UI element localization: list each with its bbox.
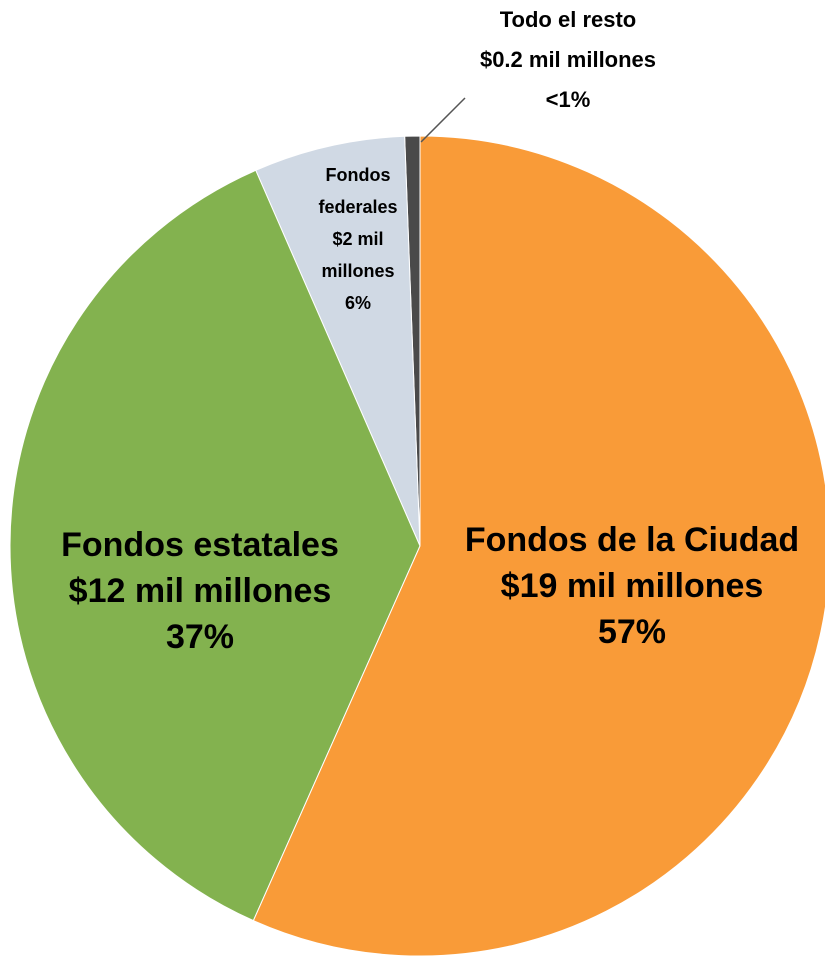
amount-label: $12 mil millones	[68, 572, 332, 610]
slice-label: Todo el resto $0.2 mil millones <1%	[408, 0, 728, 120]
slice-label: Fondos de la Ciudad $19 mil millones 57%	[422, 517, 825, 655]
value-label: 57%	[597, 613, 667, 651]
value-label: 37%	[165, 618, 235, 656]
category-label: Todo el resto	[499, 7, 637, 32]
pie-slice	[252, 135, 825, 956]
amount-label: $19 mil millones	[500, 567, 764, 605]
category-label: Fondos estatales	[61, 526, 339, 564]
category-label: Fondos federales	[318, 165, 398, 217]
pie-slice	[9, 169, 421, 922]
amount-label: $2 mil millones	[321, 229, 395, 281]
slice-label: Fondos estatales $12 mil millones 37%	[0, 522, 400, 660]
pie-slice	[255, 135, 421, 547]
slice-label: Fondos federales $2 mil millones 6%	[302, 159, 414, 319]
category-label: Fondos de la Ciudad	[464, 521, 800, 559]
value-label: 6%	[344, 293, 371, 313]
leader-line	[420, 97, 466, 143]
value-label: <1%	[545, 87, 591, 112]
amount-label: $0.2 mil millones	[479, 47, 657, 72]
